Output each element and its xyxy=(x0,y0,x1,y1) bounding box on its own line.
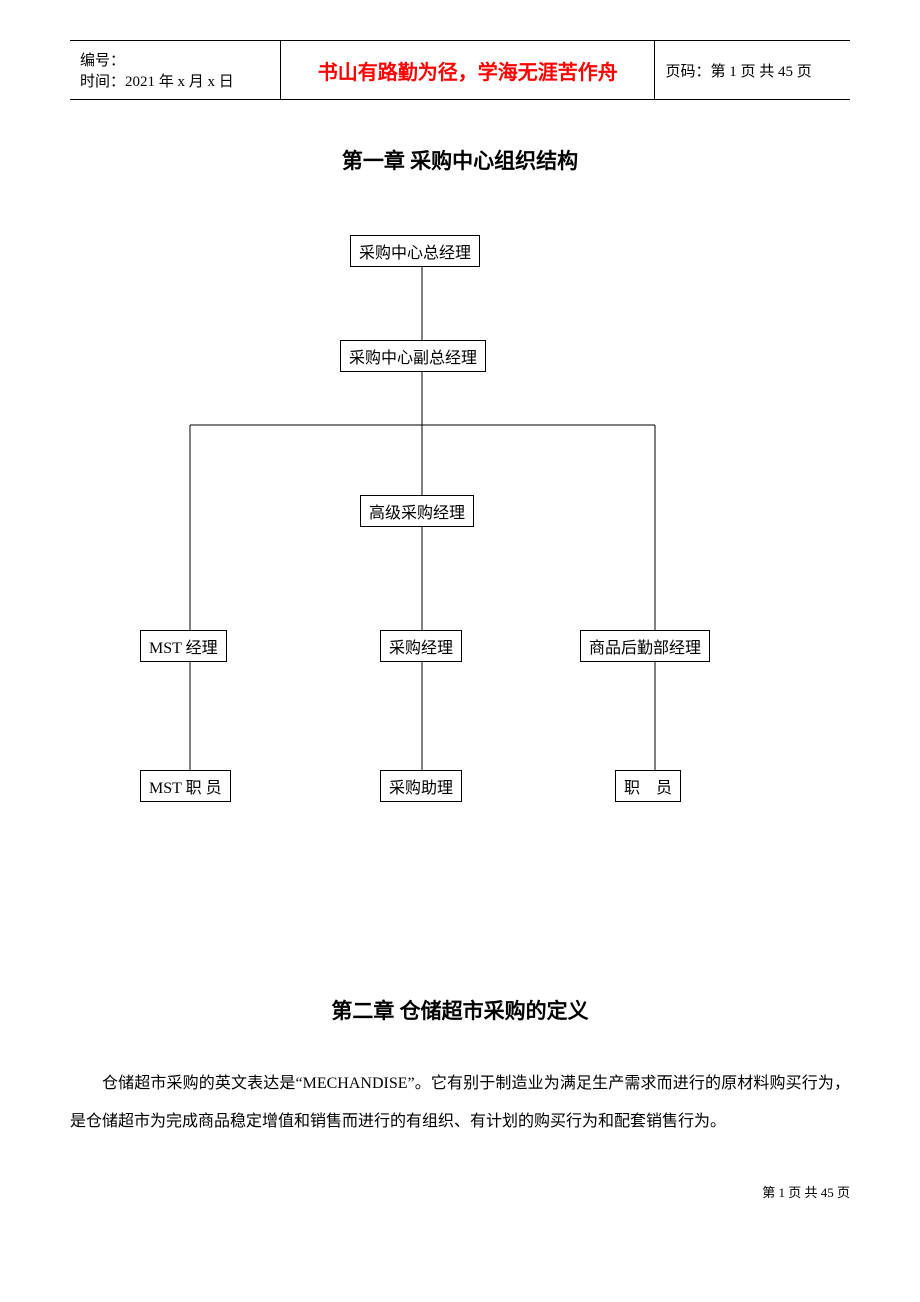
org-node-mst-mgr: MST 经理 xyxy=(140,630,227,662)
org-chart: 采购中心总经理 采购中心副总经理 高级采购经理 MST 经理 采购经理 商品后勤… xyxy=(70,235,850,875)
org-node-logistics-mgr: 商品后勤部经理 xyxy=(580,630,710,662)
doc-id-label: 编号： xyxy=(80,49,270,70)
header-right-cell: 页码：第 1 页 共 45 页 xyxy=(655,41,850,100)
org-node-purchase-mgr: 采购经理 xyxy=(380,630,462,662)
doc-time: 时间：2021 年 x 月 x 日 xyxy=(80,70,270,91)
header-motto: 书山有路勤为径，学海无涯苦作舟 xyxy=(318,62,618,84)
chapter2-title: 第二章 仓储超市采购的定义 xyxy=(70,995,850,1025)
chapter1-title: 第一章 采购中心组织结构 xyxy=(70,145,850,175)
chapter2-paragraph: 仓储超市采购的英文表达是“MECHANDISE”。它有别于制造业为满足生产需求而… xyxy=(70,1065,850,1142)
org-node-deputy-gm: 采购中心副总经理 xyxy=(340,340,486,372)
header-left-cell: 编号： 时间：2021 年 x 月 x 日 xyxy=(70,41,281,100)
org-node-mst-staff: MST 职 员 xyxy=(140,770,231,802)
org-node-gm: 采购中心总经理 xyxy=(350,235,480,267)
page-header: 编号： 时间：2021 年 x 月 x 日 书山有路勤为径，学海无涯苦作舟 页码… xyxy=(70,40,850,100)
document-page: 编号： 时间：2021 年 x 月 x 日 书山有路勤为径，学海无涯苦作舟 页码… xyxy=(0,0,920,1231)
org-node-senior-mgr: 高级采购经理 xyxy=(360,495,474,527)
page-footer: 第 1 页 共 45 页 xyxy=(70,1182,850,1201)
org-node-purchase-asst: 采购助理 xyxy=(380,770,462,802)
header-mid-cell: 书山有路勤为径，学海无涯苦作舟 xyxy=(281,41,655,100)
org-node-staff: 职 员 xyxy=(615,770,681,802)
